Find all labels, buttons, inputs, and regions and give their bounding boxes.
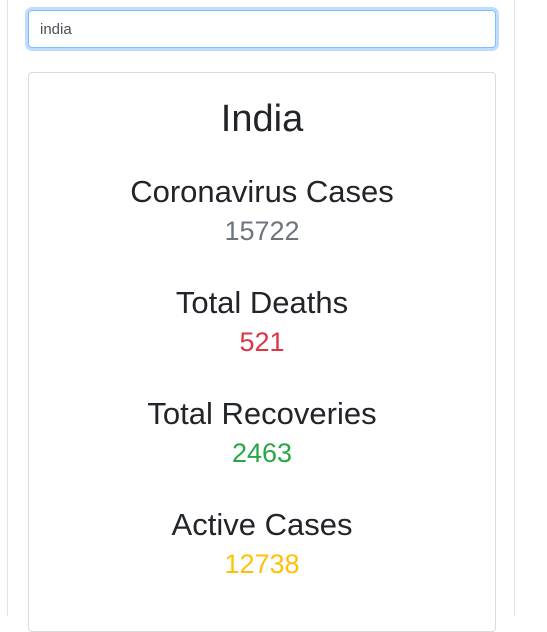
stat-value: 521	[239, 327, 285, 357]
stat-label: Total Recoveries	[147, 396, 377, 431]
country-search-input[interactable]	[28, 10, 496, 48]
page-container	[7, 0, 515, 616]
stat-value: 12738	[224, 549, 300, 579]
stat-total-deaths: Total Deaths 521	[29, 284, 495, 358]
stat-value: 2463	[231, 438, 293, 468]
stat-label: Total Deaths	[175, 285, 349, 320]
stat-coronavirus-cases: Coronavirus Cases 15722	[29, 173, 495, 247]
country-stats-card: India Coronavirus Cases 15722 Total Deat…	[28, 72, 496, 632]
search-bar	[28, 10, 496, 48]
stat-label: Coronavirus Cases	[130, 174, 394, 209]
stat-value: 15722	[224, 216, 300, 246]
country-name: India	[220, 98, 304, 140]
stat-active-cases: Active Cases 12738	[29, 506, 495, 580]
stat-label: Active Cases	[171, 507, 353, 542]
stat-total-recoveries: Total Recoveries 2463	[29, 395, 495, 469]
